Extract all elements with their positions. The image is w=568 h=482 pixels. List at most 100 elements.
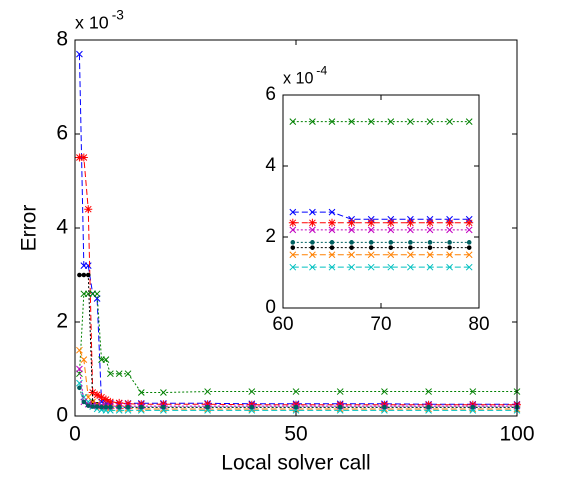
- marker: [367, 251, 375, 259]
- marker: [348, 226, 355, 234]
- marker: [367, 263, 375, 271]
- marker: [139, 404, 144, 410]
- series-line: [79, 157, 517, 406]
- series-line: [292, 211, 470, 220]
- marker: [368, 245, 374, 250]
- marker: [204, 388, 211, 395]
- marker: [81, 399, 87, 405]
- marker: [99, 404, 104, 410]
- marker: [124, 399, 133, 408]
- marker: [336, 388, 344, 395]
- marker: [367, 226, 375, 234]
- y-tick-label: 0: [265, 297, 276, 318]
- marker: [347, 218, 356, 227]
- marker: [309, 208, 316, 216]
- marker: [85, 403, 91, 408]
- marker: [407, 251, 414, 259]
- marker: [159, 400, 168, 409]
- marker: [407, 118, 414, 125]
- marker: [84, 205, 93, 214]
- marker: [288, 218, 297, 227]
- marker: [465, 118, 473, 125]
- marker: [427, 240, 433, 245]
- y-tick-label: 2: [56, 310, 68, 333]
- marker: [406, 218, 415, 227]
- marker: [425, 388, 432, 395]
- marker: [388, 240, 394, 245]
- marker: [328, 226, 336, 234]
- marker: [290, 240, 296, 245]
- marker: [289, 226, 297, 234]
- marker: [329, 240, 335, 245]
- marker: [289, 208, 297, 216]
- marker: [88, 388, 97, 397]
- marker: [386, 218, 395, 227]
- marker: [407, 226, 414, 234]
- marker: [328, 251, 336, 259]
- marker: [77, 385, 82, 391]
- marker: [349, 245, 354, 250]
- marker: [115, 370, 123, 378]
- series-line: [78, 368, 517, 407]
- marker: [387, 118, 395, 125]
- marker: [248, 388, 256, 395]
- plot-area: [288, 118, 474, 271]
- marker: [309, 251, 316, 259]
- marker: [348, 251, 355, 259]
- marker: [292, 400, 300, 409]
- marker: [289, 263, 297, 271]
- marker: [446, 263, 453, 271]
- marker: [79, 153, 88, 162]
- marker: [427, 245, 433, 250]
- marker: [426, 226, 434, 234]
- y-tick-label: 0: [56, 404, 68, 427]
- series-line: [78, 293, 517, 393]
- marker: [348, 118, 355, 125]
- marker: [349, 240, 354, 245]
- marker: [108, 404, 113, 410]
- marker: [77, 272, 82, 278]
- marker: [465, 218, 474, 227]
- marker: [309, 118, 316, 125]
- marker: [447, 245, 452, 250]
- marker: [337, 404, 343, 410]
- marker: [205, 404, 210, 410]
- marker: [426, 263, 434, 271]
- marker: [76, 50, 83, 58]
- y-tick-label: 2: [265, 226, 276, 247]
- marker: [465, 263, 473, 271]
- marker: [328, 208, 336, 216]
- marker: [407, 263, 414, 271]
- axes-background: [283, 95, 479, 308]
- marker: [93, 390, 102, 399]
- marker: [387, 251, 395, 259]
- y-tick-label: 8: [56, 28, 68, 51]
- marker: [97, 393, 106, 402]
- marker: [310, 240, 315, 245]
- marker: [76, 346, 83, 354]
- x-tick-label: 50: [284, 422, 307, 445]
- marker: [408, 245, 413, 250]
- marker: [468, 400, 477, 409]
- marker: [125, 404, 131, 410]
- marker: [102, 356, 110, 363]
- marker: [75, 153, 84, 162]
- marker: [290, 245, 296, 250]
- marker: [382, 404, 387, 410]
- marker: [247, 400, 256, 409]
- marker: [160, 389, 167, 396]
- marker: [85, 272, 91, 278]
- marker: [367, 118, 375, 125]
- marker: [446, 226, 453, 234]
- marker: [76, 365, 83, 373]
- marker: [106, 397, 115, 406]
- marker: [381, 388, 388, 395]
- marker: [368, 240, 374, 245]
- marker: [424, 400, 433, 409]
- marker: [328, 118, 336, 125]
- y-tick-label: 6: [265, 84, 276, 105]
- marker: [388, 245, 394, 250]
- marker: [289, 118, 297, 125]
- marker: [466, 240, 472, 245]
